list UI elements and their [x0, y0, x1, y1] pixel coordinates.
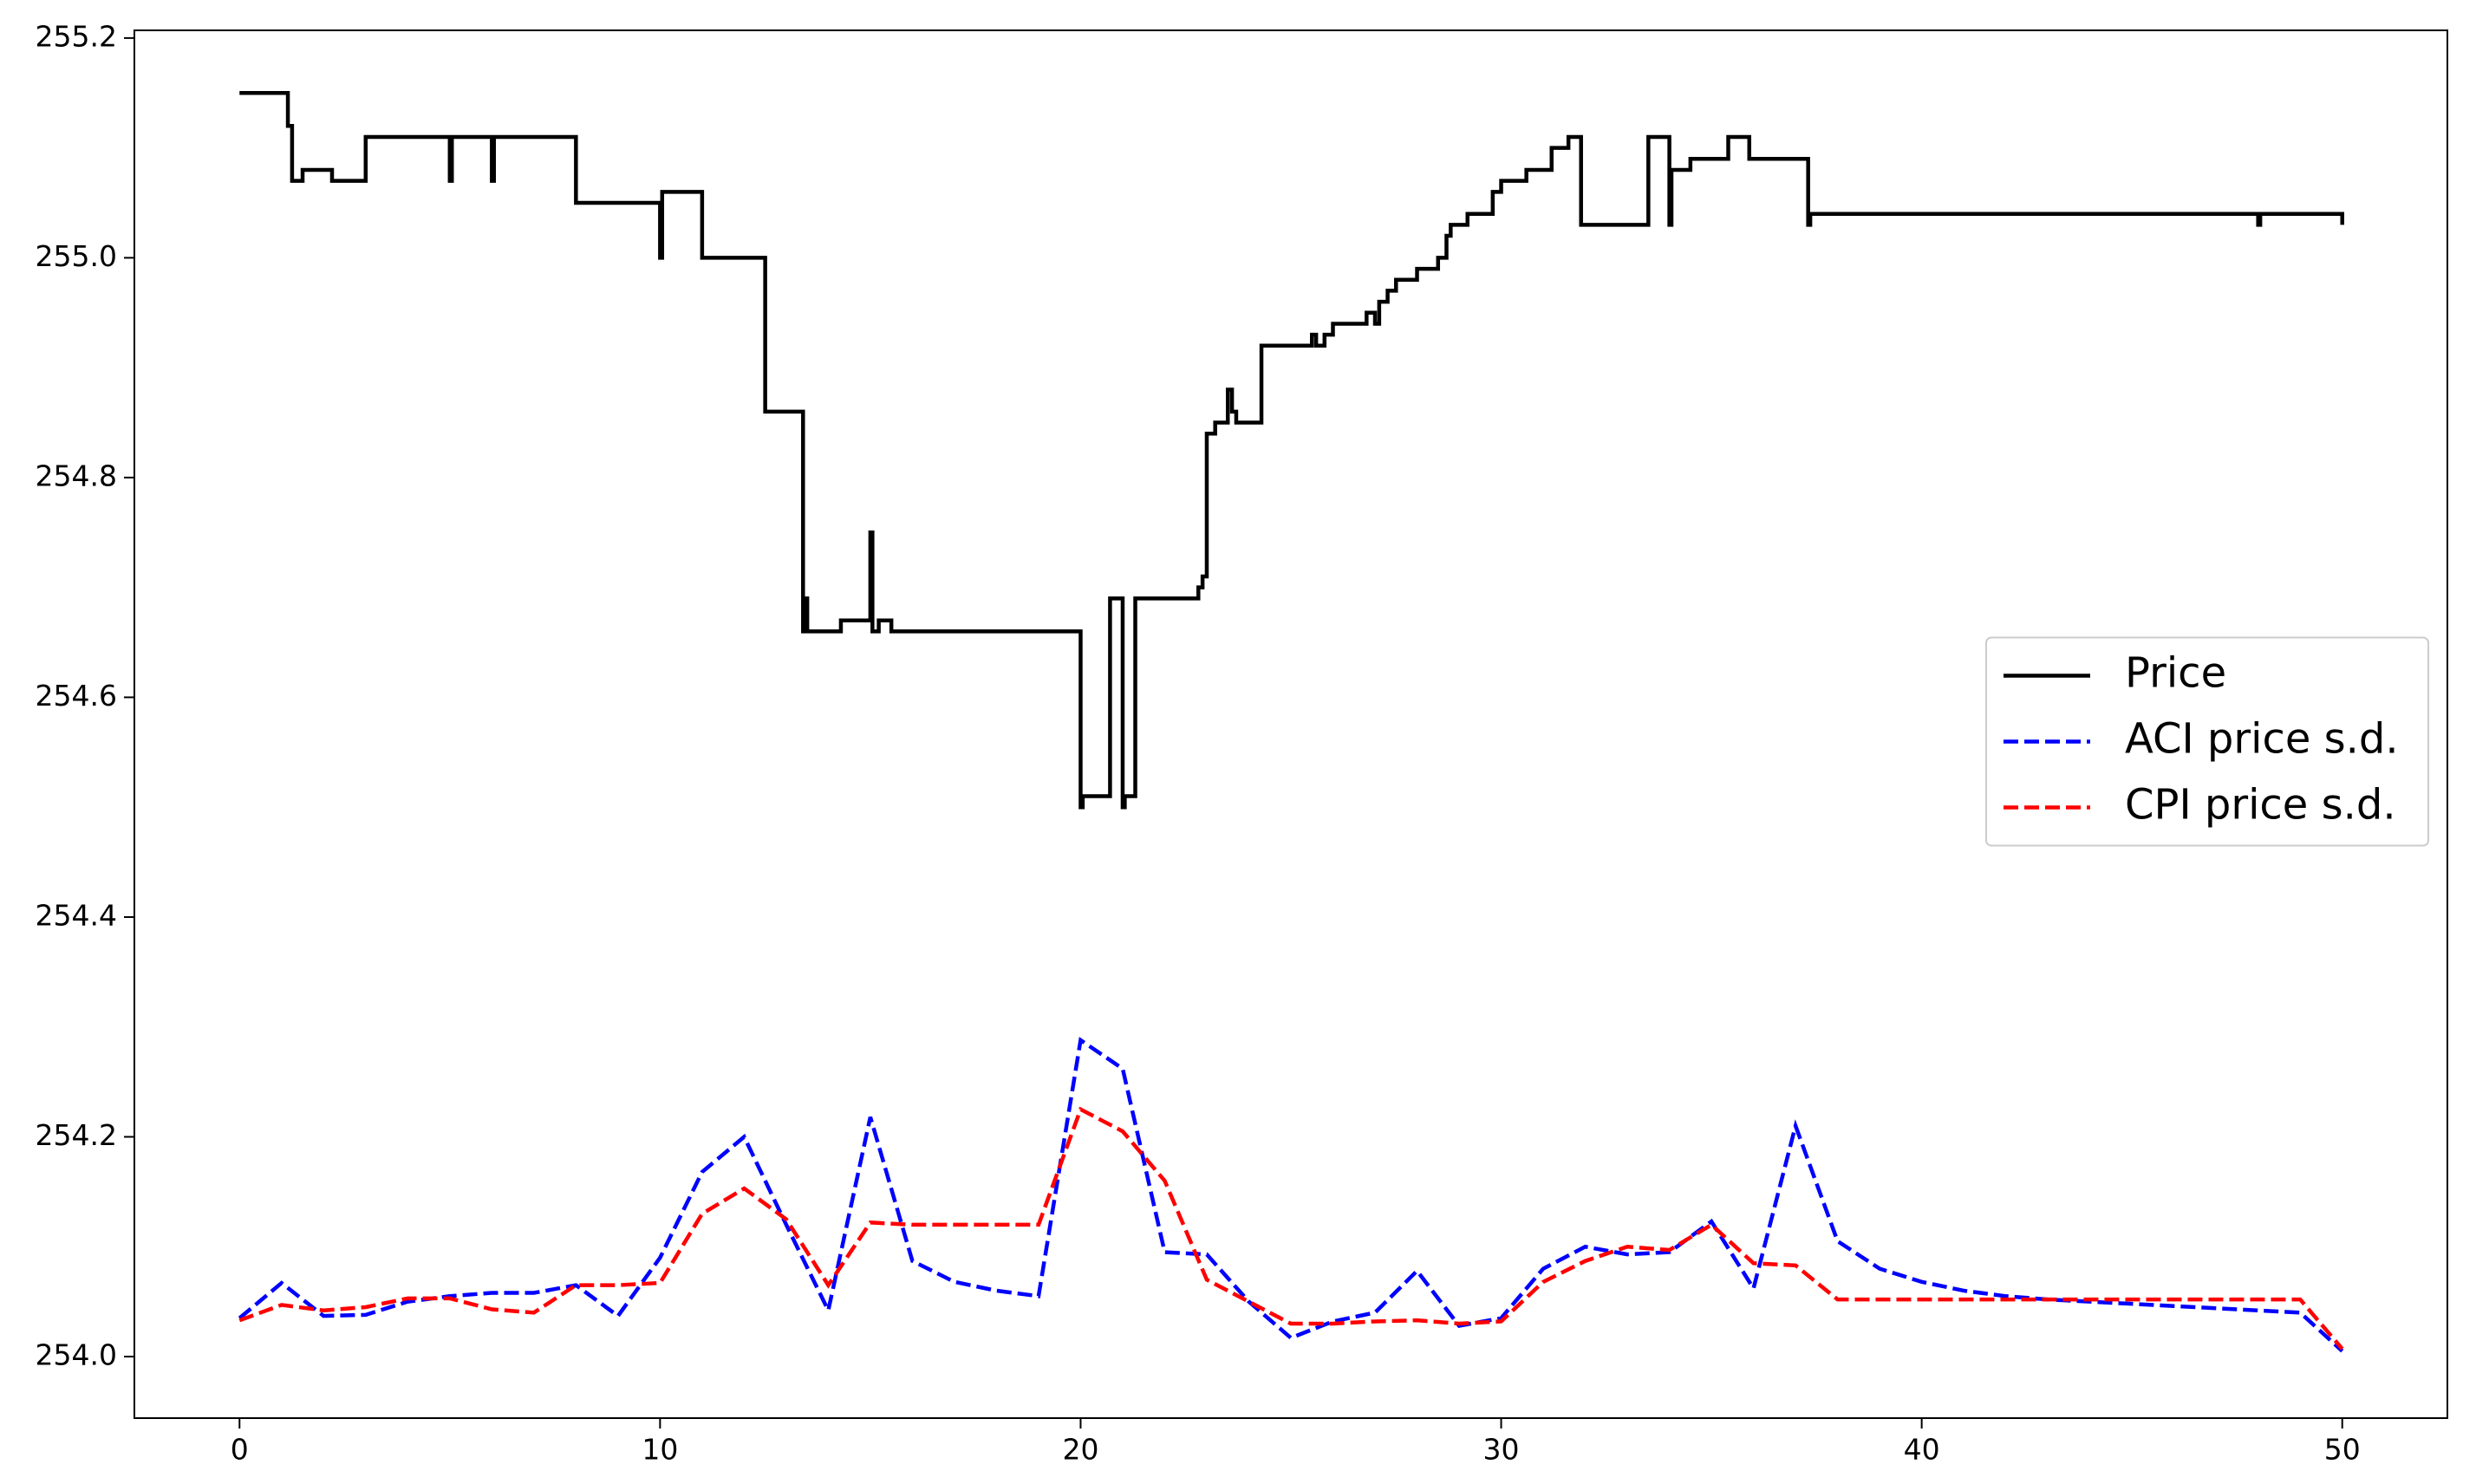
series-line — [238, 1106, 2344, 1351]
x-tick-label: 10 — [642, 1433, 678, 1467]
y-tick-label: 254.6 — [36, 679, 117, 713]
x-tick-label: 0 — [231, 1433, 249, 1467]
y-tick-label: 255.0 — [36, 239, 117, 273]
legend-label: ACI price s.d. — [2125, 715, 2399, 764]
x-tick-label: 20 — [1062, 1433, 1098, 1467]
y-tick-label: 254.4 — [36, 898, 117, 932]
y-tick-label: 254.8 — [36, 459, 117, 492]
legend-box — [1985, 636, 2429, 847]
x-tick-label: 50 — [2324, 1433, 2361, 1467]
legend: Price ACI price s.d. CPI price s.d. — [1985, 636, 2429, 847]
y-tick-label: 254.0 — [36, 1338, 117, 1372]
series-line — [238, 1037, 2344, 1353]
legend-label: Price — [2125, 649, 2226, 698]
legend-label: CPI price s.d. — [2125, 781, 2396, 830]
series-line — [239, 91, 2344, 810]
x-tick-label: 30 — [1483, 1433, 1520, 1467]
plot-frame — [134, 29, 2448, 1419]
y-tick-label: 254.2 — [36, 1118, 117, 1152]
x-tick-label: 40 — [1904, 1433, 1940, 1467]
y-tick-label: 255.2 — [36, 19, 117, 53]
